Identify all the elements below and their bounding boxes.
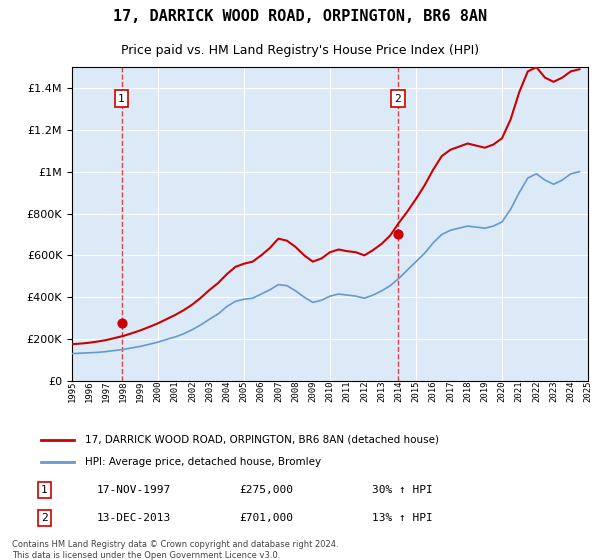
Text: £275,000: £275,000: [240, 485, 294, 495]
Text: 13-DEC-2013: 13-DEC-2013: [96, 513, 170, 523]
Text: 2001: 2001: [170, 381, 180, 402]
Text: 2025: 2025: [583, 381, 593, 402]
Text: Price paid vs. HM Land Registry's House Price Index (HPI): Price paid vs. HM Land Registry's House …: [121, 44, 479, 57]
Text: 1997: 1997: [102, 381, 111, 402]
Text: 1998: 1998: [119, 381, 128, 402]
Text: 2: 2: [41, 513, 48, 523]
Text: 1: 1: [118, 94, 125, 104]
Text: 2024: 2024: [566, 381, 575, 402]
Text: 17, DARRICK WOOD ROAD, ORPINGTON, BR6 8AN: 17, DARRICK WOOD ROAD, ORPINGTON, BR6 8A…: [113, 10, 487, 24]
Text: 2017: 2017: [446, 381, 455, 402]
Point: [393, 230, 403, 239]
Text: 13% ↑ HPI: 13% ↑ HPI: [372, 513, 433, 523]
Text: 2003: 2003: [205, 381, 214, 402]
Text: 2005: 2005: [239, 381, 248, 402]
Text: 2009: 2009: [308, 381, 317, 402]
Text: 2020: 2020: [497, 381, 506, 402]
Text: 2018: 2018: [463, 381, 472, 402]
Text: 30% ↑ HPI: 30% ↑ HPI: [372, 485, 433, 495]
Text: 2011: 2011: [343, 381, 352, 402]
Text: 2019: 2019: [481, 381, 490, 402]
Text: HPI: Average price, detached house, Bromley: HPI: Average price, detached house, Brom…: [85, 457, 322, 467]
Text: 2000: 2000: [154, 381, 163, 402]
Text: 1: 1: [41, 485, 48, 495]
Text: 17, DARRICK WOOD ROAD, ORPINGTON, BR6 8AN (detached house): 17, DARRICK WOOD ROAD, ORPINGTON, BR6 8A…: [85, 435, 439, 445]
Text: 2013: 2013: [377, 381, 386, 402]
Text: 2: 2: [395, 94, 401, 104]
Text: 2012: 2012: [360, 381, 369, 402]
Text: 1995: 1995: [67, 381, 77, 402]
Text: 2023: 2023: [549, 381, 558, 402]
Text: 2004: 2004: [222, 381, 232, 402]
Text: 2008: 2008: [291, 381, 300, 402]
Text: 2002: 2002: [188, 381, 197, 402]
Text: 1996: 1996: [85, 381, 94, 402]
Text: 2022: 2022: [532, 381, 541, 402]
Text: 2021: 2021: [515, 381, 524, 402]
Text: Contains HM Land Registry data © Crown copyright and database right 2024.
This d: Contains HM Land Registry data © Crown c…: [12, 540, 338, 560]
Text: 2010: 2010: [325, 381, 335, 402]
Text: £701,000: £701,000: [240, 513, 294, 523]
Text: 2006: 2006: [257, 381, 266, 402]
Text: 17-NOV-1997: 17-NOV-1997: [96, 485, 170, 495]
Text: 2016: 2016: [428, 381, 438, 402]
Text: 2015: 2015: [412, 381, 421, 402]
Text: 2014: 2014: [394, 381, 403, 402]
Text: 2007: 2007: [274, 381, 283, 402]
Point: [117, 319, 127, 328]
Text: 1999: 1999: [136, 381, 145, 402]
